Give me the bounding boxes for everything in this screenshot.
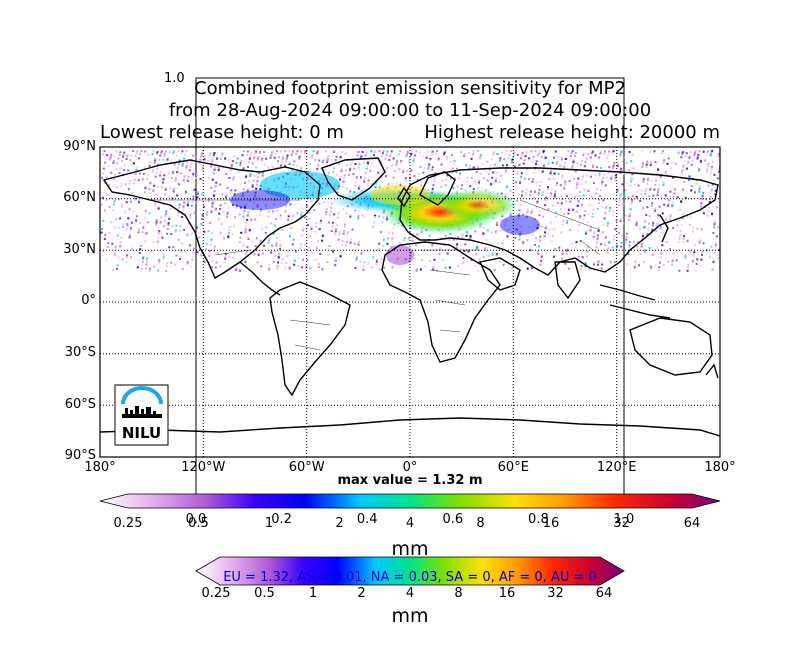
colorbar-second-tick: 0.25 (201, 586, 231, 601)
colorbar-second-tick: 4 (405, 586, 415, 601)
latitude-label: 60°N (63, 190, 96, 205)
longitude-label: 0° (402, 460, 418, 475)
colorbar-second-tick: 32 (547, 586, 564, 601)
latitude-label: 60°S (64, 397, 96, 412)
ghost-axis-tick: 1.0 (613, 512, 635, 527)
region-summary: EU = 1.32, AS = 0.01, NA = 0.03, SA = 0,… (223, 570, 597, 585)
colorbar-main-tick: 2 (335, 516, 344, 531)
latitude-label: 30°N (63, 242, 96, 257)
longitude-label: 180° (704, 460, 736, 475)
latitude-label: 90°N (63, 139, 96, 154)
title-line-1: Combined footprint emission sensitivity … (194, 78, 626, 99)
ghost-axis-tick: 0.6 (442, 512, 464, 527)
ghost-axis-tick: 0.2 (271, 512, 292, 527)
latitude-label: 0° (81, 293, 96, 308)
colorbar-main-tick: 8 (476, 516, 485, 531)
graticule (100, 147, 720, 457)
colorbar-second-tick: 0.5 (254, 586, 275, 601)
nilu-logo-text: NILU (121, 424, 162, 442)
colorbar-second-unit: mm (391, 605, 429, 627)
ghost-axis-tick: 0.4 (356, 512, 378, 527)
colorbar-main-tick: 1 (264, 516, 274, 531)
lowest-release-height: Lowest release height: 0 m (100, 122, 344, 143)
colorbar-main-tick: 64 (683, 516, 701, 531)
longitude-label: 120°E (596, 460, 637, 475)
colorbar-second-tick: 1 (308, 586, 318, 601)
colorbar-second-tick: 2 (357, 586, 366, 601)
longitude-label: 60°W (288, 460, 325, 475)
nilu-logo-icon (114, 384, 169, 446)
coastlines (100, 157, 720, 437)
colorbar-second (195, 556, 625, 586)
colorbar-main (99, 493, 721, 509)
highest-release-height: Highest release height: 20000 m (424, 122, 720, 143)
ghost-axis-tick: 0.8 (528, 512, 549, 527)
max-value-label: max value = 1.32 m (337, 473, 483, 488)
colorbar-main-tick: 0.5 (188, 516, 209, 531)
latitude-label: 30°S (64, 345, 96, 360)
country-borders (150, 199, 601, 351)
colorbar-main-tick: 4 (405, 516, 415, 531)
latitude-label: 90°S (64, 448, 96, 463)
colorbar-second-tick: 16 (498, 586, 516, 601)
longitude-label: 120°W (181, 460, 226, 475)
colorbar-main-unit: mm (391, 538, 429, 560)
colorbar-main-tick: 32 (613, 516, 630, 531)
colorbar-second-tick: 64 (595, 586, 613, 601)
map-frame (99, 146, 721, 458)
longitude-label: 180° (84, 460, 116, 475)
colorbar-main-tick: 0.25 (113, 516, 143, 531)
longitude-label: 60°E (497, 460, 529, 475)
colorbar-main-tick: 16 (542, 516, 560, 531)
ghost-axis-tick: 0.0 (185, 512, 207, 527)
title-line-2: from 28-Aug-2024 09:00:00 to 11-Sep-2024… (168, 100, 652, 121)
colorbar-second-tick: 8 (454, 586, 463, 601)
ghost-axis-top-label: 1.0 (164, 71, 185, 86)
